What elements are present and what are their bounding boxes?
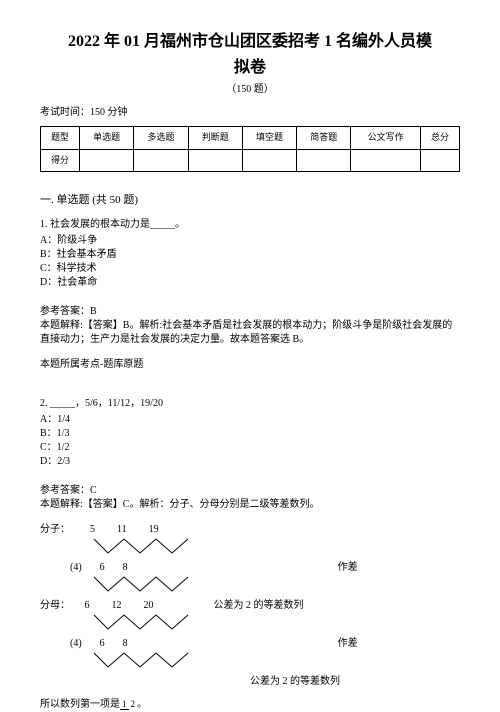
zigzag-1: [90, 537, 200, 555]
cell-5: [297, 149, 351, 172]
fm-n1: 12: [112, 598, 122, 613]
q2-opt-a: A：1/4: [40, 413, 460, 427]
title-line-1: 2022 年 01 月福州市仓山团区委招考 1 名编外人员模: [40, 30, 460, 54]
q2-answer-expl: 本题解释:【答案】C。解析：分子、分母分别是二级等差数列。: [40, 498, 460, 512]
th-6: 公文写作: [351, 127, 421, 150]
cell-4: [242, 149, 296, 172]
th-4: 填空题: [242, 127, 296, 150]
th-5: 简答题: [297, 127, 351, 150]
section-1-title: 一. 单选题 (共 50 题): [40, 192, 460, 209]
cell-6: [351, 149, 421, 172]
fz-d2: 8: [123, 560, 128, 575]
q1-answer-block: 参考答案：B 本题解释:【答案】B。解析:社会基本矛盾是社会发展的根本动力；阶级…: [40, 304, 460, 347]
q1-note: 本题所属考点-题库原题: [40, 357, 460, 372]
fm-n2: 20: [144, 598, 154, 613]
q2-opt-d: D：2/3: [40, 455, 460, 469]
zigzag-2: [90, 613, 200, 631]
th-7: 总分: [420, 127, 459, 150]
conclusion: 所以数列第一项是12。: [40, 697, 460, 712]
fm-d0: (4): [70, 636, 82, 651]
cap-eq-1: 公差为 2 的等差数列: [214, 598, 304, 613]
fm-n0: 6: [85, 598, 90, 613]
q2-opt-b: B：1/3: [40, 427, 460, 441]
fm-d1: 6: [100, 636, 105, 651]
q2-opt-c: C：1/2: [40, 441, 460, 455]
title-line-2: 拟卷: [40, 56, 460, 80]
zigzag-1b: [90, 575, 200, 593]
th-0: 题型: [41, 127, 80, 150]
score-table: 题型 单选题 多选题 判断题 填空题 简答题 公文写作 总分 得分: [40, 126, 460, 172]
fm-label: 分母：: [40, 600, 70, 611]
subtitle: （150 题）: [40, 82, 460, 97]
fz-n2: 19: [149, 522, 159, 537]
q1-text: 1. 社会发展的根本动力是_____。: [40, 217, 460, 232]
cap-eq-2: 公差为 2 的等差数列: [250, 674, 340, 689]
q1-answer-expl: 本题解释:【答案】B。解析:社会基本矛盾是社会发展的根本动力；阶级斗争是阶级社会…: [40, 319, 460, 347]
q2-answer-label: 参考答案：C: [40, 483, 460, 498]
exam-time: 考试时间：150 分钟: [40, 105, 460, 120]
q2-diagram: 分子： 5 11 19 (4) 6 8 作差 分母： 6 12 20 公差为 2…: [40, 522, 460, 712]
cell-1: [80, 149, 134, 172]
cell-2: [134, 149, 188, 172]
q1-opt-b: B：社会基本矛盾: [40, 248, 460, 262]
cell-3: [188, 149, 242, 172]
q1-opt-d: D：社会革命: [40, 276, 460, 290]
fz-d0: (4): [70, 560, 82, 575]
cell-7: [420, 149, 459, 172]
th-3: 判断题: [188, 127, 242, 150]
fz-n1: 11: [117, 522, 127, 537]
row-label: 得分: [41, 149, 80, 172]
q1-answer-label: 参考答案：B: [40, 304, 460, 319]
zigzag-2b: [90, 651, 200, 669]
th-1: 单选题: [80, 127, 134, 150]
th-2: 多选题: [134, 127, 188, 150]
cap-zuocha-1: 作差: [338, 560, 358, 575]
q1-opt-c: C：科学技术: [40, 262, 460, 276]
fz-n0: 5: [90, 522, 95, 537]
cap-zuocha-2: 作差: [338, 636, 358, 651]
q2-text: 2. _____，5/6，11/12，19/20: [40, 396, 460, 411]
fz-label: 分子：: [40, 522, 78, 537]
q2-answer-block: 参考答案：C 本题解释:【答案】C。解析：分子、分母分别是二级等差数列。: [40, 483, 460, 512]
q1-opt-a: A：阶级斗争: [40, 234, 460, 248]
fm-d2: 8: [123, 636, 128, 651]
conclusion-frac: 12: [120, 700, 137, 709]
fz-d1: 6: [100, 560, 105, 575]
